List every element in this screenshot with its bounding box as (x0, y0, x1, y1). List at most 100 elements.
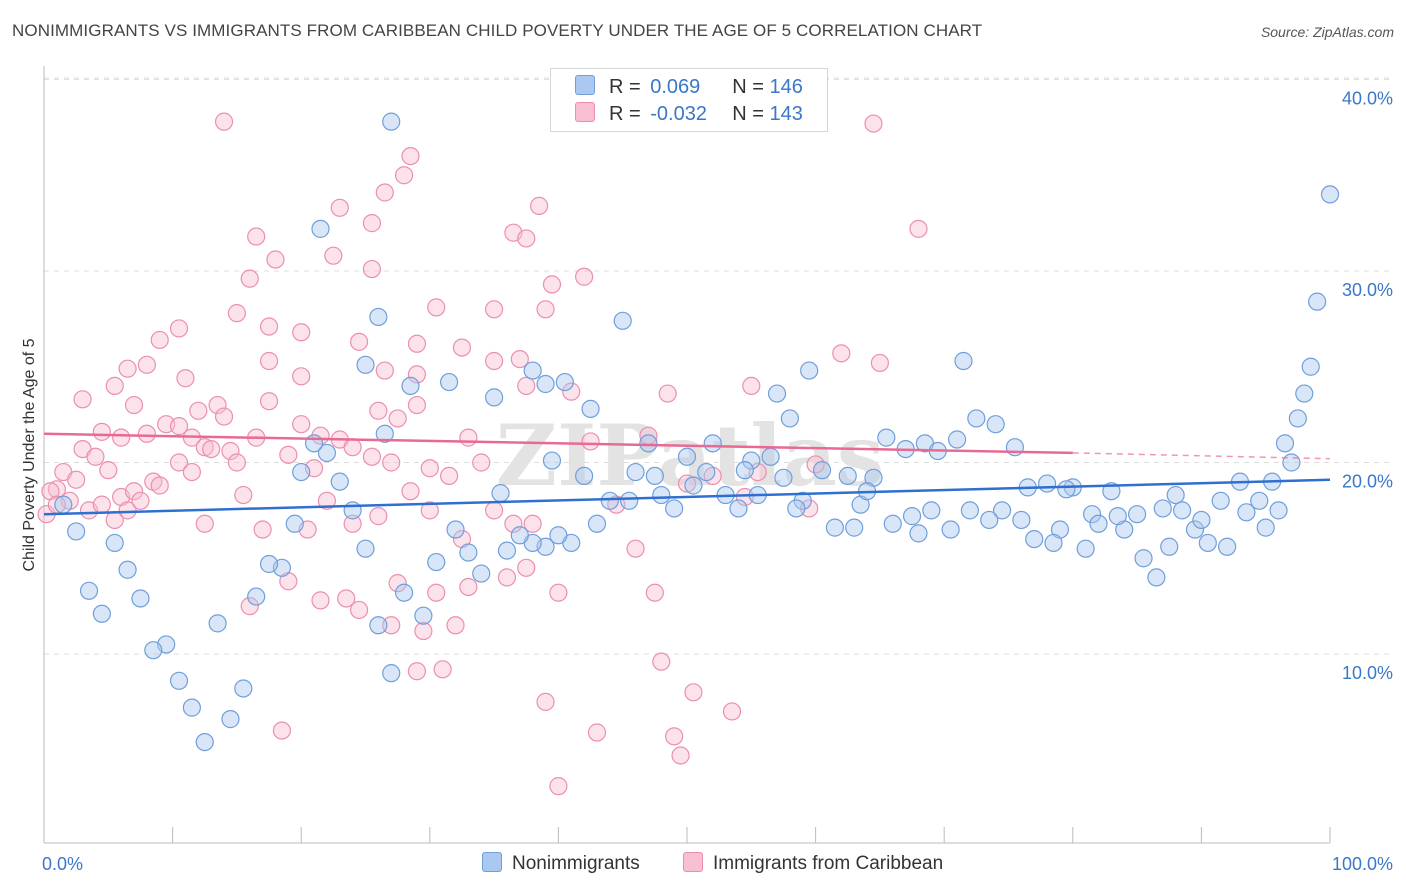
axes (43, 66, 1331, 844)
nonimmigrants-point (703, 434, 722, 453)
nonimmigrants-point (439, 372, 459, 392)
nonimmigrants-point (780, 409, 799, 428)
immigrants-point (131, 491, 150, 510)
nonimmigrants-point (645, 466, 664, 486)
immigrants-point (362, 214, 382, 233)
immigrants-point (401, 147, 420, 166)
immigrants-point (536, 300, 555, 319)
nonimmigrants-point (587, 514, 607, 533)
nonimmigrants-point (613, 311, 632, 330)
nonimmigrants-point (330, 472, 349, 491)
legend-nonimmigrants: Nonimmigrants (482, 852, 640, 875)
immigrants-point (118, 359, 137, 378)
nonimmigrants-point (472, 564, 491, 583)
nonimmigrants-point (292, 462, 311, 482)
legend-row-nonimmigrants: R = 0.069 N = 146 (575, 75, 803, 101)
immigrants-point (343, 438, 362, 457)
nonimmigrants-point (485, 388, 504, 407)
immigrants-point (150, 476, 169, 495)
nonimmigrants-point (697, 462, 716, 482)
nonimmigrants-points (54, 112, 1340, 752)
nonimmigrants-point (980, 510, 999, 530)
nonimmigrants-point (877, 428, 896, 447)
nonimmigrants-point (838, 466, 857, 486)
immigrants-point (189, 401, 208, 420)
chart-title: NONIMMIGRANTS VS IMMIGRANTS FROM CARIBBE… (12, 21, 983, 40)
immigrants-point (362, 259, 382, 279)
immigrants-point (118, 501, 137, 520)
nonimmigrants-point (1147, 568, 1166, 587)
nonimmigrants-point (1057, 480, 1076, 499)
immigrants-point (671, 746, 690, 765)
immigrants-point (259, 392, 279, 411)
nonimmigrants-point (1076, 539, 1095, 558)
nonimmigrants-point (812, 461, 832, 480)
immigrants-point (497, 568, 517, 587)
immigrants-point (864, 114, 883, 133)
immigrants-point (536, 692, 555, 711)
nonimmigrants-point (1320, 185, 1340, 204)
immigrants-point (658, 384, 677, 403)
immigrants-point (279, 445, 298, 464)
x-tick-label: 0.0% (42, 854, 83, 874)
immigrants-point (369, 507, 388, 526)
immigrants-point (388, 574, 407, 593)
immigrants-point (459, 428, 478, 447)
nonimmigrants-point (652, 485, 671, 505)
nonimmigrants-point (677, 447, 697, 466)
nonimmigrants-point (394, 583, 414, 602)
immigrants-point (517, 558, 536, 577)
immigrants-point (349, 332, 369, 351)
n-value: 143 (769, 103, 803, 125)
immigrants-point (214, 112, 234, 131)
immigrants-point (86, 447, 105, 466)
immigrants-point (375, 183, 394, 202)
immigrants-point (870, 353, 890, 373)
immigrants-point (459, 577, 478, 597)
nonimmigrants-point (1160, 537, 1179, 556)
nonimmigrants-point (311, 219, 330, 238)
nonimmigrants-point (620, 491, 639, 510)
nonimmigrants-point (1237, 503, 1256, 522)
nonimmigrants-point (1211, 491, 1230, 510)
nonimmigrants-point (1250, 491, 1269, 510)
immigrants-point (427, 583, 446, 602)
nonimmigrants-point (67, 522, 86, 541)
immigrants-point (407, 395, 427, 415)
nonimmigrants-point (1166, 485, 1185, 505)
nonimmigrants-point (1192, 510, 1211, 530)
immigrants-point (234, 485, 253, 505)
nonimmigrants-point (883, 514, 902, 533)
trend-lines (43, 432, 1331, 516)
immigrants-point (227, 304, 246, 323)
nonimmigrants-point (356, 539, 375, 558)
immigrants-point (292, 323, 311, 342)
nonimmigrants-point (542, 451, 562, 470)
immigrants-point (259, 351, 279, 371)
nonimmigrants-point (317, 443, 337, 463)
immigrants-point (112, 428, 131, 447)
immigrants-point (272, 721, 292, 740)
legend-row-immigrants: R = -0.032 N = 143 (575, 102, 803, 128)
immigrants-point (324, 246, 343, 265)
immigrants-point (382, 453, 401, 472)
nonimmigrants-point (195, 732, 214, 752)
nonimmigrants-point (118, 560, 137, 579)
immigrants-point (832, 344, 851, 363)
nonimmigrants-point (523, 361, 542, 380)
immigrants-point (67, 470, 86, 489)
immigrants-point (626, 539, 645, 558)
r-value: -0.032 (650, 103, 707, 125)
immigrants-point (452, 338, 472, 357)
immigrants-point (446, 616, 465, 635)
nonimmigrants-point (1301, 357, 1320, 376)
immigrants-point (221, 441, 240, 461)
immigrants-point (73, 390, 92, 409)
nonimmigrants-point (510, 526, 529, 545)
immigrants-point (420, 459, 439, 478)
immigrants-point (420, 501, 439, 520)
y-tick-label: 40.0% (1342, 89, 1393, 109)
immigrants-point (259, 317, 279, 336)
x-tick-label: 100.0% (1332, 854, 1393, 874)
nonimmigrants-point (1044, 533, 1063, 553)
